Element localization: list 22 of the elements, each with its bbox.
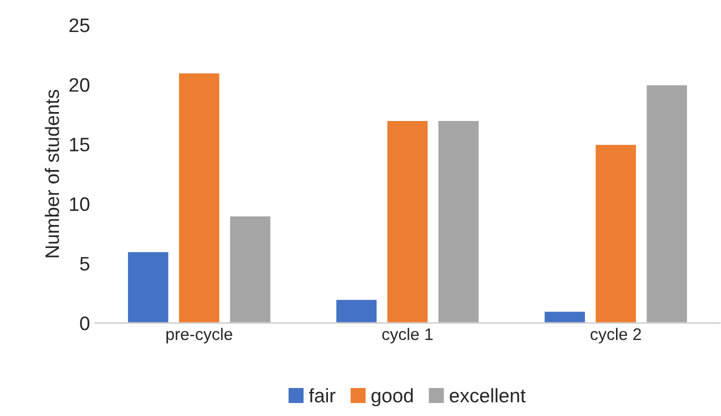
bar	[178, 72, 221, 323]
bar	[228, 215, 272, 323]
bar	[334, 298, 378, 323]
bar	[126, 250, 170, 323]
y-tick-label: 15	[70, 138, 90, 152]
y-tick-label: 25	[69, 18, 90, 32]
y-tick-label: 0	[80, 316, 90, 330]
legend-label: fair	[309, 388, 336, 402]
legend-label: good	[372, 388, 413, 406]
bar	[437, 120, 480, 323]
bar	[543, 310, 586, 323]
legend-label: excellent	[450, 388, 526, 402]
y-tick-label: 20	[69, 78, 90, 92]
bar	[645, 84, 688, 323]
y-tick-label: 10	[70, 197, 90, 212]
y-axis-title: Number of students	[44, 90, 60, 258]
x-tick-label: cycle 1	[382, 328, 433, 344]
x-tick-label: pre-cycle	[166, 328, 232, 344]
bar	[386, 120, 430, 323]
x-tick-label: cycle 2	[590, 328, 641, 344]
y-tick-label: 5	[80, 257, 90, 271]
bar	[594, 144, 638, 323]
